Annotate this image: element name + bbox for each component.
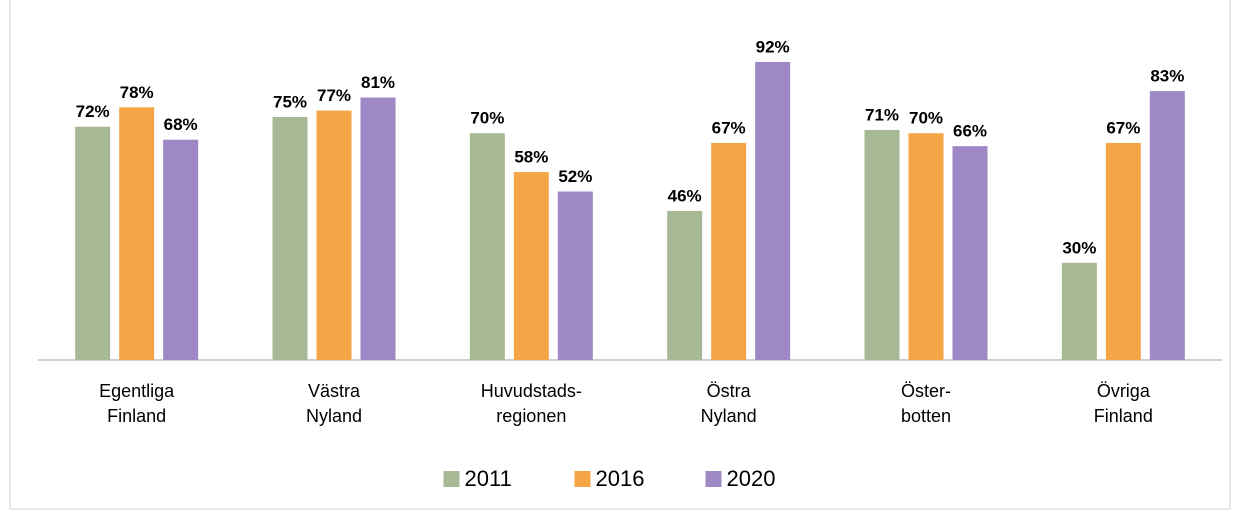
data-label: 81% [361,73,395,92]
x-tick-label: Finland [107,406,166,426]
x-tick-label: Huvudstads- [481,381,582,401]
bar [316,110,352,361]
x-tick-label: Östra [707,381,752,401]
data-label: 71% [865,105,899,124]
bar [469,133,505,360]
x-tick-label: botten [901,406,951,426]
data-label: 78% [120,83,154,102]
x-tick-label: Västra [308,381,361,401]
bar [360,97,396,360]
bar [75,126,111,360]
data-label: 68% [164,115,198,134]
chart-frame [9,0,1231,510]
data-label: 52% [558,167,592,186]
data-label: 58% [514,148,548,167]
bar [1149,91,1185,360]
data-label: 75% [273,92,307,111]
legend-label: 2016 [596,466,645,491]
x-tick-label: Nyland [306,406,362,426]
x-tick-label: regionen [496,406,566,426]
bar [952,146,988,360]
bar [667,210,703,360]
bar [755,61,791,361]
legend-swatch [574,471,591,487]
bar [163,139,199,360]
bar [908,133,944,360]
bar [272,117,308,360]
data-label: 92% [756,37,790,56]
data-label: 77% [317,86,351,105]
bar [513,172,549,360]
data-label: 46% [668,186,702,205]
x-tick-label: Öster- [901,381,951,401]
data-label: 30% [1062,238,1096,257]
bar [1061,262,1097,360]
data-label: 67% [1106,118,1140,137]
data-label: 66% [953,122,987,141]
bar [864,129,900,360]
x-tick-label: Egentliga [99,381,175,401]
data-label: 70% [470,109,504,128]
x-tick-label: Finland [1094,406,1153,426]
legend-swatch [443,471,460,487]
data-label: 70% [909,109,943,128]
bar [119,107,155,360]
bar [557,191,593,360]
legend-label: 2011 [465,466,512,491]
data-label: 67% [712,118,746,137]
data-label: 83% [1150,67,1184,86]
data-label: 72% [76,102,110,121]
bar [1105,142,1141,360]
x-tick-label: Nyland [701,406,757,426]
legend-label: 2020 [727,466,776,491]
x-tick-label: Övriga [1097,381,1151,401]
bar [711,142,747,360]
legend-swatch [705,471,722,487]
